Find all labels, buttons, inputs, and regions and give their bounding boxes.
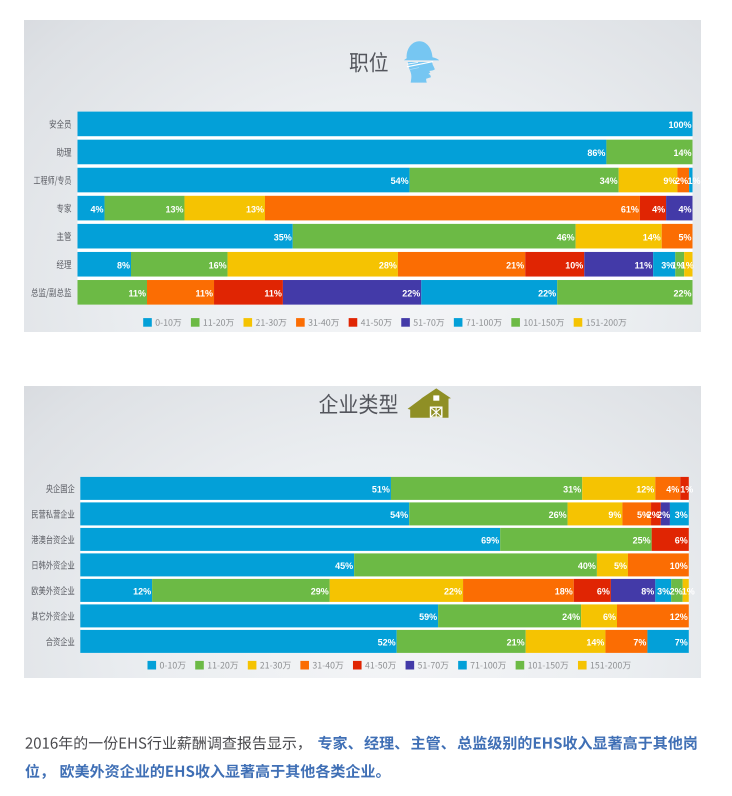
svg-text:8%: 8% xyxy=(641,587,654,597)
svg-text:100%: 100% xyxy=(668,120,691,130)
svg-text:3%: 3% xyxy=(657,587,670,597)
svg-text:34%: 34% xyxy=(600,176,618,186)
svg-text:12%: 12% xyxy=(670,612,688,622)
svg-text:25%: 25% xyxy=(633,536,651,546)
svg-text:22%: 22% xyxy=(538,289,556,299)
svg-text:35%: 35% xyxy=(274,232,292,242)
svg-text:5%: 5% xyxy=(678,232,691,242)
svg-text:1%: 1% xyxy=(672,260,685,270)
svg-text:28%: 28% xyxy=(379,260,397,270)
svg-text:29%: 29% xyxy=(311,587,329,597)
svg-text:3%: 3% xyxy=(675,510,688,520)
svg-text:11%: 11% xyxy=(195,289,213,299)
svg-text:2%: 2% xyxy=(657,510,670,520)
svg-text:9%: 9% xyxy=(663,176,676,186)
svg-text:45%: 45% xyxy=(335,561,353,571)
svg-text:40%: 40% xyxy=(578,561,596,571)
svg-text:52%: 52% xyxy=(378,638,396,648)
svg-text:1%: 1% xyxy=(680,485,693,495)
svg-text:21%: 21% xyxy=(506,260,524,270)
svg-text:4%: 4% xyxy=(90,204,103,214)
svg-text:9%: 9% xyxy=(608,510,621,520)
svg-text:7%: 7% xyxy=(633,638,646,648)
svg-text:1%: 1% xyxy=(682,587,695,597)
svg-text:5%: 5% xyxy=(637,510,650,520)
svg-text:6%: 6% xyxy=(603,612,616,622)
svg-text:12%: 12% xyxy=(636,485,654,495)
svg-text:10%: 10% xyxy=(670,561,688,571)
svg-text:86%: 86% xyxy=(587,148,605,158)
svg-text:16%: 16% xyxy=(209,260,227,270)
svg-text:4%: 4% xyxy=(678,204,691,214)
svg-text:6%: 6% xyxy=(675,536,688,546)
svg-text:24%: 24% xyxy=(562,612,580,622)
svg-text:69%: 69% xyxy=(481,536,499,546)
svg-text:1%: 1% xyxy=(687,176,700,186)
svg-text:54%: 54% xyxy=(391,176,409,186)
svg-text:46%: 46% xyxy=(557,232,575,242)
svg-text:61%: 61% xyxy=(621,204,639,214)
svg-text:4%: 4% xyxy=(652,204,665,214)
svg-text:6%: 6% xyxy=(597,587,610,597)
svg-text:1%: 1% xyxy=(681,260,694,270)
svg-text:11%: 11% xyxy=(128,289,146,299)
svg-text:14%: 14% xyxy=(673,148,691,158)
svg-text:7%: 7% xyxy=(675,638,688,648)
svg-text:2%: 2% xyxy=(670,587,683,597)
svg-text:31%: 31% xyxy=(563,485,581,495)
svg-text:5%: 5% xyxy=(614,561,627,571)
svg-text:10%: 10% xyxy=(565,260,583,270)
svg-text:59%: 59% xyxy=(419,612,437,622)
svg-text:2%: 2% xyxy=(675,176,688,186)
svg-text:13%: 13% xyxy=(246,204,264,214)
svg-text:3%: 3% xyxy=(661,260,674,270)
svg-text:21%: 21% xyxy=(507,638,525,648)
svg-text:54%: 54% xyxy=(390,510,408,520)
svg-text:4%: 4% xyxy=(666,485,679,495)
svg-text:2%: 2% xyxy=(647,510,660,520)
svg-text:14%: 14% xyxy=(643,232,661,242)
svg-text:11%: 11% xyxy=(264,289,282,299)
svg-text:22%: 22% xyxy=(673,289,691,299)
svg-text:8%: 8% xyxy=(117,260,130,270)
svg-text:22%: 22% xyxy=(444,587,462,597)
svg-text:18%: 18% xyxy=(555,587,573,597)
svg-text:51%: 51% xyxy=(372,485,390,495)
svg-text:14%: 14% xyxy=(586,638,604,648)
svg-text:22%: 22% xyxy=(402,289,420,299)
svg-text:12%: 12% xyxy=(133,587,151,597)
svg-text:13%: 13% xyxy=(165,204,183,214)
svg-text:26%: 26% xyxy=(549,510,567,520)
svg-text:11%: 11% xyxy=(635,260,653,270)
